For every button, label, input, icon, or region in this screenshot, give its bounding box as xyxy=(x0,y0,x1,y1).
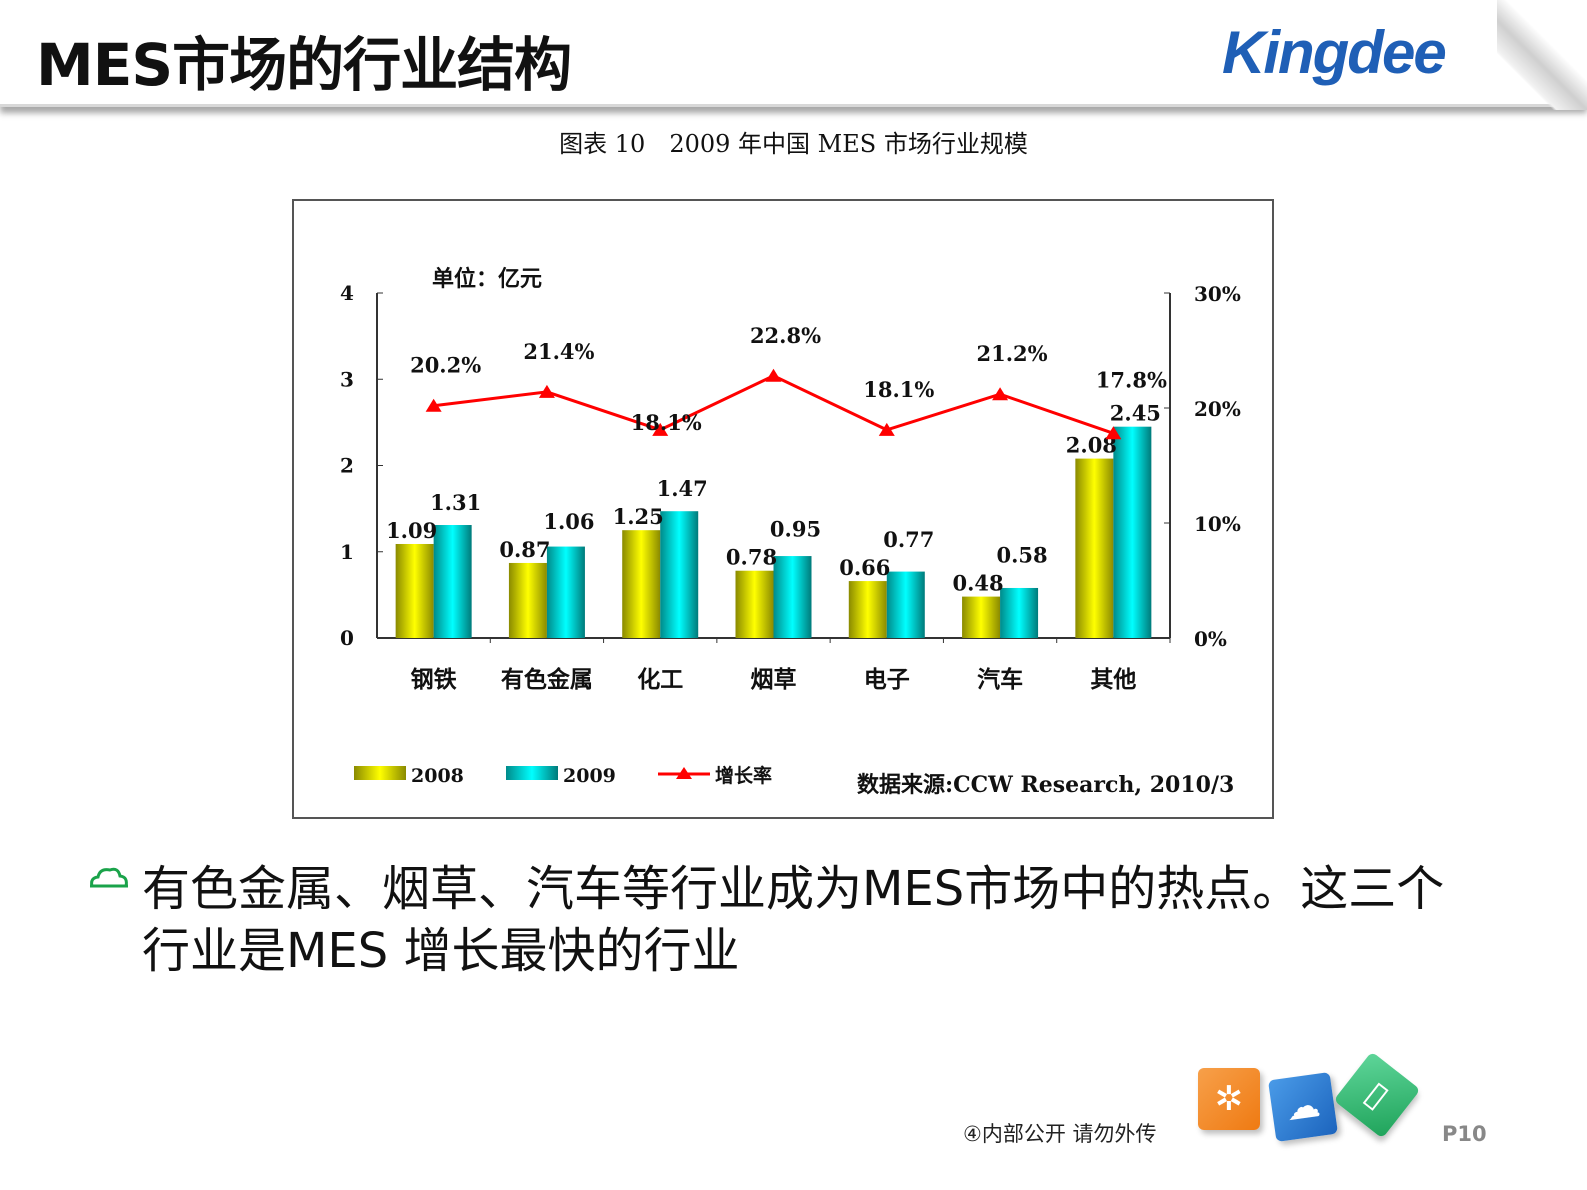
bar-label-2009: 1.06 xyxy=(543,509,594,534)
bar-2008 xyxy=(508,562,547,638)
bar-label-2009: 0.95 xyxy=(770,517,821,542)
bar-2008 xyxy=(735,570,774,638)
right-tick-label: 0% xyxy=(1194,627,1227,651)
right-tick-label: 10% xyxy=(1194,512,1241,536)
bar-2009 xyxy=(1113,426,1152,638)
category-label: 有色金属 xyxy=(501,666,593,693)
bar-2009 xyxy=(773,556,812,638)
left-tick-label: 3 xyxy=(340,367,354,391)
left-tick-label: 0 xyxy=(340,626,354,650)
growth-label: 17.8% xyxy=(1096,367,1167,392)
right-tick-label: 20% xyxy=(1194,397,1241,421)
bar-line-chart: 0 1 2 3 4 0% 10% 20% 30% 单位：亿元 1.09 1.31 钢铁 0.87 1.06 有… xyxy=(340,266,1241,798)
growth-label: 22.8% xyxy=(750,323,821,348)
bar-2008 xyxy=(962,596,1001,638)
bar-2009 xyxy=(546,546,585,638)
bar-2008 xyxy=(395,543,434,638)
bar-2009 xyxy=(1000,587,1039,638)
bar-2009 xyxy=(433,525,472,638)
growth-marker xyxy=(538,384,555,398)
category-label: 其他 xyxy=(1090,666,1136,693)
growth-label: 18.1% xyxy=(631,410,702,435)
category-label: 电子 xyxy=(864,666,910,693)
growth-marker xyxy=(765,368,782,382)
bar-label-2009: 0.77 xyxy=(883,527,934,552)
bar-label-2009: 1.47 xyxy=(657,476,708,501)
header-bar: MES市场的行业结构 Kingdee xyxy=(0,0,1587,107)
left-tick-label: 2 xyxy=(340,454,354,478)
growth-label: 18.1% xyxy=(863,377,934,402)
cloud-icon: ☁ xyxy=(1267,1071,1339,1143)
bar-2008 xyxy=(1075,458,1114,638)
growth-label: 20.2% xyxy=(410,353,481,378)
left-tick-label: 1 xyxy=(340,540,354,564)
growth-marker xyxy=(425,398,442,412)
category-label: 钢铁 xyxy=(411,666,457,693)
legend-label-2009: 2009 xyxy=(563,765,616,787)
chart-caption: 图表 10 2009 年中国 MES 市场行业规模 xyxy=(559,130,1028,158)
growth-marker xyxy=(1105,426,1122,440)
legend-swatch-2009 xyxy=(506,766,558,780)
bar-label-2008: 0.66 xyxy=(839,555,890,580)
kingdee-logo: Kingdee xyxy=(1222,19,1447,86)
growth-marker xyxy=(652,422,669,436)
category-label: 化工 xyxy=(637,666,683,693)
bar-label-2008: 0.87 xyxy=(499,537,550,562)
legend-label-2008: 2008 xyxy=(411,765,464,787)
network-icon: ✲ xyxy=(1198,1068,1260,1130)
left-tick-label: 4 xyxy=(340,281,354,305)
growth-marker xyxy=(992,387,1009,401)
unit-label: 单位：亿元 xyxy=(432,266,542,292)
category-label: 汽车 xyxy=(977,666,1023,693)
bar-2008 xyxy=(848,581,887,638)
growth-marker xyxy=(878,422,895,436)
tablet-icon: ▯ xyxy=(1333,1051,1421,1139)
body-text: 有色金属、烟草、汽车等行业成为MES市场中的热点。这三个行业是MES 增长最快的… xyxy=(142,861,1445,979)
page-number: P10 xyxy=(1442,1122,1487,1146)
growth-label: 21.2% xyxy=(977,341,1048,366)
category-label: 烟草 xyxy=(751,666,797,693)
bar-label-2009: 2.45 xyxy=(1110,401,1161,426)
bar-label-2009: 0.58 xyxy=(996,543,1047,568)
page-title: MES市场的行业结构 xyxy=(36,31,572,99)
bar-label-2009: 1.31 xyxy=(430,490,481,515)
bar-label-2008: 1.25 xyxy=(613,504,664,529)
growth-line xyxy=(433,374,1114,435)
bar-label-2008: 0.48 xyxy=(952,571,1003,596)
right-tick-label: 30% xyxy=(1194,282,1241,306)
growth-label: 21.4% xyxy=(523,339,594,364)
legend-swatch-2008 xyxy=(354,766,406,780)
legend-marker-growth xyxy=(676,767,692,779)
bar-label-2008: 0.78 xyxy=(726,545,777,570)
bar-label-2008: 1.09 xyxy=(386,518,437,543)
cloud-outline-icon xyxy=(88,864,130,902)
footer-note: ④内部公开 请勿外传 xyxy=(963,1122,1157,1146)
bar-2009 xyxy=(660,511,699,638)
bar-2008 xyxy=(622,530,661,638)
chart-frame: 0 1 2 3 4 0% 10% 20% 30% 单位：亿元 1.09 1.31 钢铁 0.87 1.06 有… xyxy=(292,199,1274,819)
data-source: 数据来源:CCW Research, 2010/3 xyxy=(857,772,1234,798)
page-curl-decoration xyxy=(1497,0,1587,110)
bar-2009 xyxy=(886,571,925,638)
legend-label-growth: 增长率 xyxy=(715,764,772,787)
